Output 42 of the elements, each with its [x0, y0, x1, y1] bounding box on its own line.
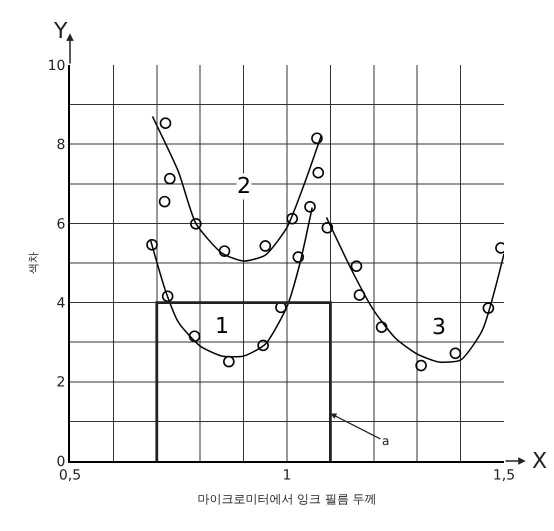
line-series: [152, 116, 322, 262]
x-tick-label: 1,5: [492, 468, 516, 484]
point: [322, 222, 334, 234]
point: [450, 347, 462, 360]
point: [482, 302, 494, 314]
y-tick-label: 4: [56, 296, 66, 312]
point: [376, 321, 388, 333]
y-axis-title: 색차: [26, 252, 40, 274]
point: [190, 218, 202, 230]
point: [312, 166, 324, 179]
text: 2: [237, 174, 251, 199]
series-label: 1: [215, 314, 229, 339]
series-label: 3: [432, 315, 446, 340]
point: [164, 172, 176, 184]
point: [304, 200, 316, 213]
text: X: [532, 449, 548, 474]
point: [188, 330, 200, 342]
point: [311, 132, 323, 144]
point: [350, 260, 362, 272]
point: [223, 356, 235, 368]
annotation: a: [382, 434, 390, 448]
y-tick-label: 10: [48, 58, 66, 74]
point: [415, 360, 427, 372]
point: [218, 245, 230, 257]
point: [257, 340, 269, 352]
point: [160, 117, 172, 130]
y-tick-label: 0: [56, 454, 66, 470]
y-tick-label: 2: [56, 374, 66, 391]
point: [158, 196, 170, 208]
point: [354, 289, 366, 301]
y-tick-label: 6: [56, 216, 66, 232]
x-tick-label: 0,5: [58, 468, 82, 484]
point: [146, 238, 158, 251]
point: [292, 251, 304, 263]
line-series: [326, 216, 504, 363]
point: [286, 212, 298, 224]
y-tick-label: 8: [56, 137, 66, 154]
x-axis-title: 마이크로미터에서 잉크 필름 두께: [197, 492, 377, 506]
text: Y: [53, 19, 68, 44]
x-tick-label: 1: [282, 468, 292, 484]
point: [162, 290, 174, 302]
point: [260, 240, 272, 252]
